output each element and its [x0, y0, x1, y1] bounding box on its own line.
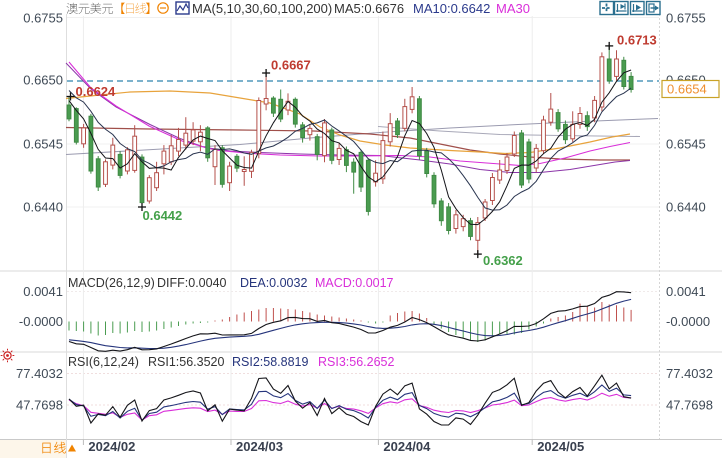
svg-text:-0.0000: -0.0000 — [19, 314, 63, 329]
svg-text:47.7698: 47.7698 — [666, 398, 713, 413]
svg-text:MACD:0.0017: MACD:0.0017 — [315, 276, 394, 290]
svg-text:DEA:0.0032: DEA:0.0032 — [240, 276, 307, 290]
svg-text:MA30: MA30 — [496, 1, 530, 16]
svg-text:RSI2:58.8819: RSI2:58.8819 — [232, 355, 308, 369]
svg-text:MA10:0.6642: MA10:0.6642 — [413, 1, 490, 16]
svg-text:0.6650: 0.6650 — [23, 73, 63, 88]
svg-text:0.6755: 0.6755 — [23, 11, 63, 26]
svg-text:2024/03: 2024/03 — [236, 439, 283, 454]
svg-text:2024/05: 2024/05 — [537, 439, 584, 454]
svg-text:0.6442: 0.6442 — [143, 208, 183, 223]
svg-text:0.0041: 0.0041 — [23, 284, 63, 299]
svg-text:0.6755: 0.6755 — [666, 11, 706, 26]
svg-text:RSI(6,12,24): RSI(6,12,24) — [68, 355, 139, 369]
svg-text:MACD(26,12,9): MACD(26,12,9) — [68, 276, 155, 290]
svg-text:0.0041: 0.0041 — [666, 284, 706, 299]
svg-text:0.6654: 0.6654 — [667, 82, 707, 97]
svg-text:0.6713: 0.6713 — [617, 33, 657, 48]
svg-text:0.6362: 0.6362 — [483, 253, 523, 268]
svg-text:0.6545: 0.6545 — [23, 137, 63, 152]
svg-text:0.6624: 0.6624 — [76, 84, 117, 99]
svg-text:MA5:0.6676: MA5:0.6676 — [334, 1, 404, 16]
svg-text:-0.0000: -0.0000 — [666, 314, 710, 329]
svg-text:0.6440: 0.6440 — [666, 200, 706, 215]
svg-text:RSI3:56.2652: RSI3:56.2652 — [318, 355, 394, 369]
svg-text:77.4032: 77.4032 — [16, 366, 63, 381]
svg-text:RSI1:56.3520: RSI1:56.3520 — [148, 355, 224, 369]
svg-text:MA(5,10,30,60,100,200): MA(5,10,30,60,100,200) — [192, 1, 332, 16]
svg-text:DIFF:0.0040: DIFF:0.0040 — [157, 276, 227, 290]
svg-text:77.4032: 77.4032 — [666, 366, 713, 381]
svg-text:2024/04: 2024/04 — [383, 439, 431, 454]
svg-text:0.6667: 0.6667 — [271, 58, 311, 73]
svg-text:0.6545: 0.6545 — [666, 137, 706, 152]
svg-text:47.7698: 47.7698 — [16, 398, 63, 413]
svg-text:0.6440: 0.6440 — [23, 200, 63, 215]
svg-text:2024/02: 2024/02 — [88, 439, 135, 454]
